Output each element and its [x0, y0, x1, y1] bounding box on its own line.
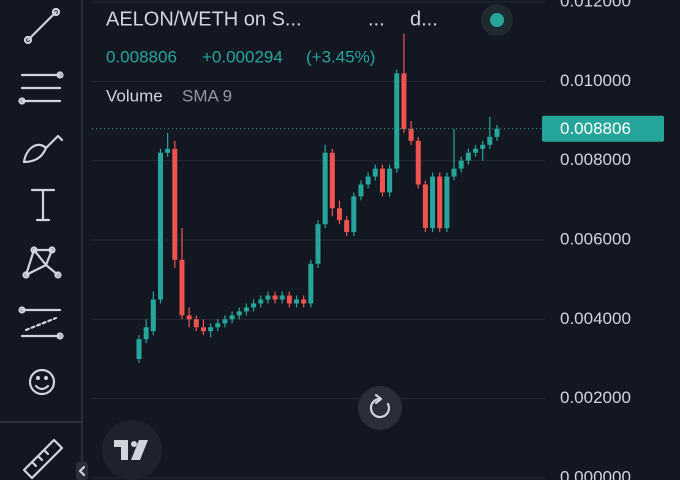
- candle-body: [430, 176, 436, 229]
- price-change: +0.000294: [202, 47, 283, 66]
- candle-body: [487, 136, 493, 145]
- candle-body: [150, 299, 156, 332]
- y-tick-label: 0.010000: [560, 71, 631, 90]
- reset-icon: [369, 397, 391, 419]
- logo-button[interactable]: [102, 420, 162, 480]
- candle-body: [444, 176, 450, 229]
- candle-body: [208, 327, 214, 332]
- candle-body: [294, 299, 300, 304]
- reset-arrow: [374, 393, 383, 405]
- candle-body: [136, 339, 142, 359]
- logo-dot: [131, 441, 137, 447]
- grid: 0.000000 0.002000 0.004000 0.006000 0.008000…: [92, 0, 631, 480]
- candle-body: [165, 148, 171, 153]
- y-tick-label: 0.008000: [560, 150, 631, 169]
- candle-body: [394, 73, 400, 169]
- brush-tool[interactable]: [22, 134, 64, 164]
- candle-body: [336, 208, 342, 221]
- interval: d...: [410, 8, 438, 30]
- pattern-tool[interactable]: [22, 246, 62, 279]
- market-status: [490, 13, 504, 27]
- candle-body: [251, 303, 257, 308]
- text-tool[interactable]: [30, 188, 56, 222]
- y-tick-label: 0.006000: [560, 229, 631, 248]
- candle-body: [279, 295, 285, 300]
- candle-body: [222, 319, 228, 324]
- candle-body: [344, 220, 350, 233]
- forecast-tool[interactable]: [18, 306, 64, 340]
- trend-line-tool[interactable]: [23, 7, 61, 45]
- y-tick-label: 0.012000: [560, 0, 631, 10]
- emoji-tool[interactable]: [28, 368, 56, 396]
- candle-body: [186, 315, 192, 320]
- candle-body: [172, 148, 178, 260]
- last-price: 0.008806: [106, 47, 177, 66]
- indicator-name: Volume: [106, 86, 163, 105]
- candle-body: [179, 259, 185, 316]
- candle-body: [229, 315, 235, 320]
- candle-body: [272, 295, 278, 300]
- candle-body: [465, 152, 471, 161]
- overlay: 0.008806: [92, 115, 664, 142]
- plot: [136, 33, 500, 363]
- candle-body: [480, 144, 486, 149]
- candle-body: [258, 299, 264, 304]
- candle-body: [301, 299, 307, 304]
- exchange: ...: [368, 8, 385, 30]
- reset-button[interactable]: [358, 386, 402, 430]
- logo: [114, 440, 148, 460]
- indicator-setting: SMA 9: [182, 86, 232, 105]
- candle-body: [315, 224, 321, 264]
- candle-body: [387, 168, 393, 193]
- collapse-icon: [78, 465, 86, 477]
- candle-body: [358, 184, 364, 197]
- candle-body: [322, 152, 328, 225]
- candle-body: [200, 327, 206, 332]
- y-tick-label: 0.000000: [560, 467, 631, 480]
- candle-body: [143, 327, 149, 340]
- candle-body: [379, 168, 385, 193]
- candle-body: [422, 184, 428, 229]
- fib-tool[interactable]: [18, 71, 64, 105]
- price-change-percent: (+3.45%): [306, 47, 375, 66]
- candle-body: [401, 73, 407, 129]
- candle-body: [351, 196, 357, 233]
- candle-body: [308, 263, 314, 304]
- candle-body: [193, 319, 199, 328]
- candle-body: [286, 295, 292, 304]
- candle-body: [408, 128, 414, 141]
- candle-body: [329, 152, 335, 209]
- candle-body: [215, 323, 221, 328]
- last-price-box: [542, 115, 664, 142]
- symbol-title: AELON/WETH on S...: [106, 8, 302, 30]
- ruler-tool[interactable]: [22, 438, 64, 480]
- y-tick-label: 0.004000: [560, 309, 631, 328]
- candle-body: [243, 307, 249, 312]
- candle-body: [236, 311, 242, 316]
- candle-body: [494, 128, 500, 137]
- toolbar: [0, 0, 88, 480]
- last-price-label: 0.008806: [560, 119, 631, 138]
- candle-body: [458, 160, 464, 169]
- candle-body: [157, 152, 163, 300]
- candle-body: [451, 168, 457, 177]
- collapse-button[interactable]: [76, 462, 88, 480]
- y-tick-label: 0.002000: [560, 388, 631, 407]
- candle-body: [437, 176, 443, 229]
- candle-body: [265, 295, 271, 300]
- candle-body: [415, 140, 421, 185]
- candle-body: [365, 176, 371, 185]
- candle-body: [473, 148, 479, 153]
- candle-body: [372, 168, 378, 177]
